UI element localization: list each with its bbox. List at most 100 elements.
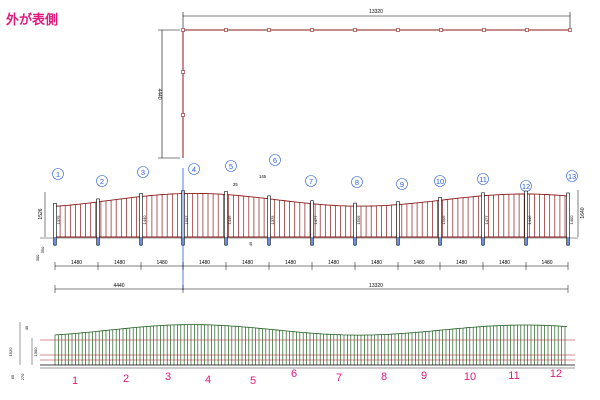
- post-height-label: 1509: [356, 215, 361, 225]
- span-label: 1480: [242, 260, 253, 266]
- height-left-label: 1526: [38, 208, 44, 219]
- plan-post: [310, 28, 314, 32]
- span-label: 1480: [285, 260, 296, 266]
- plan-post: [353, 28, 357, 32]
- height-right-label: 1640: [580, 207, 586, 218]
- post-number: 9: [400, 180, 404, 189]
- span-label: 1480: [156, 260, 167, 266]
- post-number: 7: [309, 177, 313, 186]
- section-number: 11: [508, 370, 519, 382]
- section-dim-label: 45: [24, 325, 29, 330]
- elevation-fence: [40, 192, 578, 239]
- section-number: 12: [550, 368, 562, 380]
- detail-dim-label: 145: [259, 174, 267, 179]
- plan-post: [482, 28, 486, 32]
- plan-side-dimension: 4440: [156, 88, 162, 99]
- detail-dim-label: 25: [233, 182, 238, 187]
- plan-post: [439, 28, 443, 32]
- elevation-posts: 1375 1440 1507 1446 1375 1477 1509 1509 1477 1446…: [53, 168, 574, 290]
- span-label: 1480: [413, 260, 424, 266]
- post-number: 3: [141, 168, 145, 177]
- post-height-label: 1446: [227, 215, 232, 225]
- section-number: 4: [205, 374, 211, 386]
- plan-post: [568, 28, 572, 32]
- post-number-circle: [434, 175, 446, 187]
- post-number: 6: [273, 156, 277, 165]
- post-number-circle: [477, 173, 489, 185]
- plan-post: [396, 28, 400, 32]
- section-number: 9: [421, 370, 427, 382]
- post-height-label: 1375: [56, 215, 61, 225]
- plan-posts: [181, 28, 572, 117]
- plan-post: [224, 28, 228, 32]
- post-number: 4: [192, 165, 196, 174]
- span-label: 1480: [371, 260, 382, 266]
- post-height-label: 1509: [441, 215, 446, 225]
- drawing-title: 外が表側: [5, 12, 58, 27]
- section-number: 6: [291, 368, 297, 380]
- post-height-label: 1440: [142, 215, 147, 225]
- base-dim-label: 300: [35, 254, 40, 261]
- span-label: 1480: [499, 260, 510, 266]
- post-number: 10: [436, 177, 444, 186]
- section-numbers: 1 2 3 4 56 7 8 9 10 11 12: [72, 368, 562, 387]
- plan-post: [181, 28, 185, 32]
- section-number: 10: [464, 371, 476, 383]
- span-label: 1480: [71, 260, 82, 266]
- section-dim-label: 270: [20, 373, 25, 380]
- plan-post: [525, 28, 529, 32]
- elevation-dimensions: 1480 1480 1480 1480 1480 1480 1480 1480 1480 1480…: [35, 174, 586, 293]
- plan-post: [181, 113, 185, 117]
- post-number: 13: [568, 172, 576, 181]
- section-number: 8: [381, 371, 387, 383]
- plan-dimensions: [158, 12, 571, 159]
- total-left-label: 4440: [113, 283, 124, 289]
- post-number-circle: [137, 166, 149, 178]
- span-label: 1480: [456, 260, 467, 266]
- section-number: 1: [72, 375, 78, 387]
- plan-post: [181, 70, 185, 74]
- post-number-circle: [396, 178, 408, 190]
- post-number: 8: [355, 178, 359, 187]
- span-label: 1480: [328, 260, 339, 266]
- span-label: 1480: [114, 260, 125, 266]
- plan-post: [267, 28, 271, 32]
- post-number: 12: [522, 182, 530, 191]
- section-number: 7: [336, 372, 342, 384]
- post-height-label: 1375: [270, 215, 275, 225]
- post-number-circle: [96, 175, 108, 187]
- post-height-label: 1446: [527, 215, 532, 225]
- section-top: [54, 324, 568, 336]
- section-number: 2: [123, 373, 129, 385]
- plan-view: [181, 28, 572, 158]
- post-height-label: 1507: [184, 215, 189, 225]
- post-number: 5: [229, 162, 233, 171]
- section-number: 3: [165, 371, 171, 383]
- post-number-circle: [351, 176, 363, 188]
- section-dim-label: 1300: [33, 347, 38, 357]
- span-label: 1480: [199, 260, 210, 266]
- detail-dim-label: 45: [248, 241, 253, 246]
- post-number-circle: [52, 168, 64, 180]
- post-number-circle: [305, 175, 317, 187]
- post-height-label: 1477: [313, 215, 318, 225]
- post-number: 2: [100, 177, 104, 186]
- section-view: 45 1520 1300 65 270: [8, 322, 575, 380]
- post-number-circle: [269, 154, 281, 166]
- section-number: 5: [250, 375, 256, 387]
- post-number-circle: [225, 160, 237, 172]
- post-number-circle: [566, 170, 578, 182]
- post-number-circle: [188, 163, 200, 175]
- section-dim-label: 65: [10, 374, 15, 379]
- section-dim-label: 1520: [8, 347, 13, 357]
- post-number: 11: [479, 175, 487, 184]
- plan-top-dimension: 13320: [369, 9, 383, 15]
- span-label: 1480: [541, 260, 552, 266]
- post-height-label: 1477: [484, 215, 489, 225]
- post-number: 1: [56, 170, 60, 179]
- total-right-label: 13320: [369, 283, 383, 289]
- post-height-label: 1400: [569, 215, 574, 225]
- base-dim-label: 350: [40, 246, 45, 253]
